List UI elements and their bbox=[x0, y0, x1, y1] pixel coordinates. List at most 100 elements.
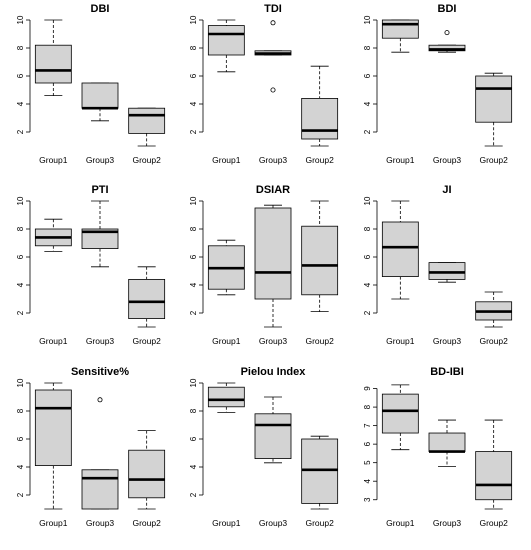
x-category-label: Group2 bbox=[479, 336, 508, 346]
y-tick-label: 9 bbox=[363, 386, 372, 391]
box bbox=[475, 75, 513, 123]
box bbox=[34, 44, 72, 84]
y-tick-label: 2 bbox=[363, 310, 372, 315]
y-tick-label: 10 bbox=[16, 196, 25, 205]
y-tick-label: 10 bbox=[363, 15, 372, 24]
y-tick-label: 8 bbox=[189, 408, 198, 413]
x-category-label: Group1 bbox=[386, 518, 415, 528]
y-tick-label: 2 bbox=[189, 310, 198, 315]
y-tick-label: 6 bbox=[16, 436, 25, 441]
x-category-label: Group3 bbox=[86, 518, 115, 528]
outlier-point bbox=[97, 397, 103, 403]
y-tick-label: 10 bbox=[363, 196, 372, 205]
y-tick-label: 4 bbox=[16, 464, 25, 469]
x-category-label: Group2 bbox=[132, 518, 161, 528]
y-tick-label: 6 bbox=[189, 73, 198, 78]
box bbox=[81, 82, 119, 109]
y-tick-label: 10 bbox=[16, 15, 25, 24]
y-tick-label: 8 bbox=[16, 226, 25, 231]
panel-title: BDI bbox=[438, 3, 457, 15]
box bbox=[381, 393, 419, 434]
x-category-label: Group2 bbox=[305, 336, 334, 346]
x-category-label: Group1 bbox=[39, 518, 68, 528]
x-category-label: Group1 bbox=[386, 336, 415, 346]
panel: DSIAR 2 4 6 8 10 Group1 Group3 Group2 bbox=[189, 184, 339, 346]
y-tick-label: 4 bbox=[16, 282, 25, 287]
x-category-label: Group2 bbox=[479, 518, 508, 528]
panel: JI 2 4 6 8 10 Group1 Group3 Group2 bbox=[363, 184, 513, 346]
box bbox=[128, 107, 166, 134]
y-tick-label: 6 bbox=[363, 73, 372, 78]
panel-title: JI bbox=[442, 184, 451, 196]
y-tick-label: 6 bbox=[189, 254, 198, 259]
y-tick-label: 2 bbox=[189, 129, 198, 134]
panel: Sensitive% 2 4 6 8 10 Group1 Group3 Group2 bbox=[16, 366, 166, 528]
x-category-label: Group3 bbox=[433, 518, 462, 528]
y-tick-label: 6 bbox=[189, 436, 198, 441]
y-tick-label: 6 bbox=[363, 254, 372, 259]
y-tick-label: 8 bbox=[363, 45, 372, 50]
panel-title: DBI bbox=[91, 3, 110, 15]
panel: Pielou Index 2 4 6 8 10 Group1 Group3 Group2 bbox=[189, 366, 339, 528]
box bbox=[81, 228, 119, 250]
x-category-label: Group3 bbox=[86, 155, 115, 165]
x-category-label: Group2 bbox=[305, 518, 334, 528]
box bbox=[254, 413, 292, 459]
x-category-label: Group1 bbox=[212, 336, 241, 346]
box bbox=[381, 221, 419, 277]
panel: BDI 2 4 6 8 10 Group1 Group3 Group2 bbox=[363, 3, 513, 165]
box bbox=[428, 262, 466, 280]
box bbox=[428, 44, 466, 52]
x-category-label: Group3 bbox=[259, 518, 288, 528]
x-category-label: Group1 bbox=[212, 518, 241, 528]
y-tick-label: 6 bbox=[16, 254, 25, 259]
x-category-label: Group2 bbox=[479, 155, 508, 165]
outlier-point bbox=[270, 20, 276, 26]
outlier-point bbox=[444, 30, 450, 36]
y-tick-label: 4 bbox=[16, 101, 25, 106]
y-tick-label: 2 bbox=[16, 492, 25, 497]
y-tick-label: 10 bbox=[189, 15, 198, 24]
x-category-label: Group2 bbox=[132, 336, 161, 346]
box bbox=[428, 432, 466, 452]
x-category-label: Group1 bbox=[39, 336, 68, 346]
y-tick-label: 8 bbox=[363, 226, 372, 231]
y-tick-label: 8 bbox=[363, 404, 372, 409]
y-tick-label: 4 bbox=[189, 101, 198, 106]
panel-title: Pielou Index bbox=[241, 366, 307, 378]
y-tick-label: 8 bbox=[189, 45, 198, 50]
panel-title: DSIAR bbox=[256, 184, 290, 196]
outlier-point bbox=[270, 87, 276, 93]
y-tick-label: 8 bbox=[189, 226, 198, 231]
x-category-label: Group3 bbox=[259, 336, 288, 346]
box bbox=[128, 449, 166, 499]
y-tick-label: 6 bbox=[363, 441, 372, 446]
y-tick-label: 4 bbox=[363, 282, 372, 287]
x-category-label: Group3 bbox=[433, 155, 462, 165]
box bbox=[207, 25, 245, 56]
x-category-label: Group1 bbox=[39, 155, 68, 165]
y-tick-label: 10 bbox=[189, 378, 198, 387]
panel-title: Sensitive% bbox=[71, 366, 129, 378]
y-tick-label: 5 bbox=[363, 460, 372, 465]
box bbox=[381, 19, 419, 39]
y-tick-label: 4 bbox=[363, 478, 372, 483]
y-tick-label: 2 bbox=[363, 129, 372, 134]
panel-title: TDI bbox=[264, 3, 282, 15]
panel-title: BD-IBI bbox=[430, 366, 464, 378]
y-tick-label: 8 bbox=[16, 408, 25, 413]
y-tick-label: 4 bbox=[189, 464, 198, 469]
box bbox=[301, 98, 339, 140]
box bbox=[301, 225, 339, 296]
box bbox=[34, 389, 72, 466]
x-category-label: Group1 bbox=[212, 155, 241, 165]
x-category-label: Group3 bbox=[259, 155, 288, 165]
panel: BD-IBI 3 4 5 6 7 8 9 Group1 Group3 Group2 bbox=[363, 366, 513, 528]
y-tick-label: 2 bbox=[16, 310, 25, 315]
box bbox=[128, 278, 166, 319]
box bbox=[81, 469, 119, 510]
panel: DBI 2 4 6 8 10 Group1 Group3 Group2 bbox=[16, 3, 166, 165]
y-tick-label: 2 bbox=[16, 129, 25, 134]
box bbox=[301, 438, 339, 504]
